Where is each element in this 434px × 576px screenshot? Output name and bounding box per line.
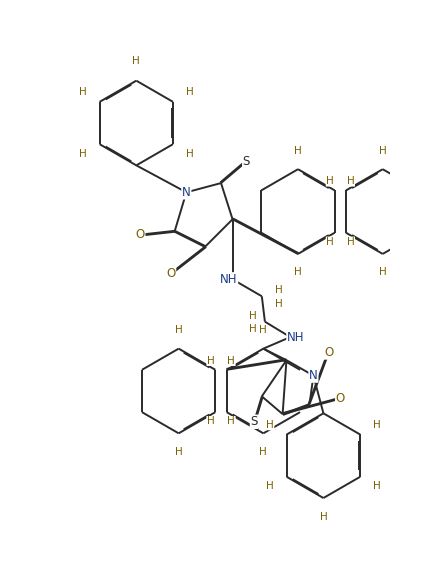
Text: H: H <box>185 149 193 159</box>
Text: H: H <box>206 355 214 366</box>
Text: H: H <box>266 420 273 430</box>
Text: NH: NH <box>220 273 237 286</box>
Text: H: H <box>249 324 256 335</box>
Text: O: O <box>135 228 145 241</box>
Text: H: H <box>206 416 214 426</box>
Text: H: H <box>259 325 266 335</box>
Text: O: O <box>323 346 333 359</box>
Text: H: H <box>326 237 333 247</box>
Text: H: H <box>132 56 140 66</box>
Text: H: H <box>346 237 354 247</box>
Text: H: H <box>174 447 182 457</box>
Text: N: N <box>308 369 317 382</box>
Text: H: H <box>274 299 282 309</box>
Text: H: H <box>372 482 380 491</box>
Text: H: H <box>249 310 256 320</box>
Text: H: H <box>372 420 380 430</box>
Text: H: H <box>293 146 301 156</box>
Text: H: H <box>174 325 182 335</box>
Text: S: S <box>242 155 250 168</box>
Text: H: H <box>259 447 266 457</box>
Text: H: H <box>326 176 333 186</box>
Text: H: H <box>79 149 87 159</box>
Text: O: O <box>166 267 175 280</box>
Text: H: H <box>185 87 193 97</box>
Text: H: H <box>319 512 326 522</box>
Text: H: H <box>346 176 354 186</box>
Text: H: H <box>378 267 386 278</box>
Text: H: H <box>274 285 282 295</box>
Text: H: H <box>293 267 301 278</box>
Text: NH: NH <box>286 331 304 343</box>
Text: H: H <box>227 355 235 366</box>
Text: H: H <box>378 146 386 156</box>
Text: S: S <box>250 415 257 429</box>
Text: H: H <box>266 482 273 491</box>
Text: N: N <box>181 186 190 199</box>
Text: H: H <box>227 416 235 426</box>
Text: O: O <box>335 392 344 405</box>
Text: H: H <box>79 87 87 97</box>
